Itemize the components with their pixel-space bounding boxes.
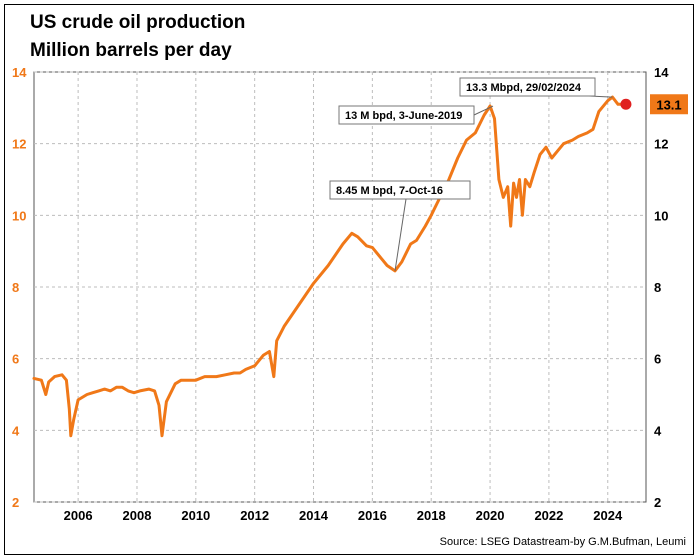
annotation-label: 13.3 Mbpd, 29/02/2024 [466, 82, 582, 94]
annotation-box [338, 105, 475, 125]
annotation-leader [394, 198, 407, 271]
annotation-leader [473, 105, 494, 116]
x-tick-label: 2008 [123, 508, 152, 523]
x-tick-label: 2016 [358, 508, 387, 523]
last-value-badge [650, 94, 688, 115]
y-tick-label-right: 6 [654, 352, 661, 367]
y-tick-label-right: 8 [654, 280, 661, 295]
x-tick-label: 2022 [534, 508, 563, 523]
x-tick-label: 2006 [64, 508, 93, 523]
y-tick-label-right: 4 [654, 423, 662, 438]
production-line [32, 95, 626, 438]
x-tick-label: 2024 [593, 508, 623, 523]
x-tick-label: 2010 [181, 508, 210, 523]
chart-title: US crude oil production [30, 12, 246, 33]
x-tick-label: 2012 [240, 508, 269, 523]
source-note: Source: LSEG Datastream-by G.M.Bufman, L… [439, 536, 686, 548]
y-tick-label-right: 12 [654, 137, 668, 152]
y-tick-label-left: 10 [12, 208, 26, 223]
annotation-label: 13 M bpd, 3-June-2019 [345, 110, 462, 122]
y-tick-label-left: 2 [12, 495, 19, 510]
x-tick-label: 2018 [417, 508, 446, 523]
chart-subtitle: Million barrels per day [30, 40, 232, 61]
x-tick-label: 2014 [299, 508, 329, 523]
y-tick-label-left: 12 [12, 137, 26, 152]
annotation-box [329, 180, 471, 200]
last-value-dot [620, 98, 632, 110]
annotation-box [459, 77, 596, 97]
y-tick-label-right: 2 [654, 495, 661, 510]
y-tick-label-left: 14 [12, 65, 27, 80]
y-tick-label-left: 4 [12, 423, 20, 438]
y-tick-label-right: 10 [654, 208, 668, 223]
y-tick-label-left: 6 [12, 352, 19, 367]
y-tick-label-right: 14 [654, 65, 669, 80]
annotation-label: 8.45 M bpd, 7-Oct-16 [336, 185, 443, 197]
last-value-label: 13.1 [656, 97, 681, 112]
y-tick-label-left: 8 [12, 280, 19, 295]
x-tick-label: 2020 [476, 508, 505, 523]
